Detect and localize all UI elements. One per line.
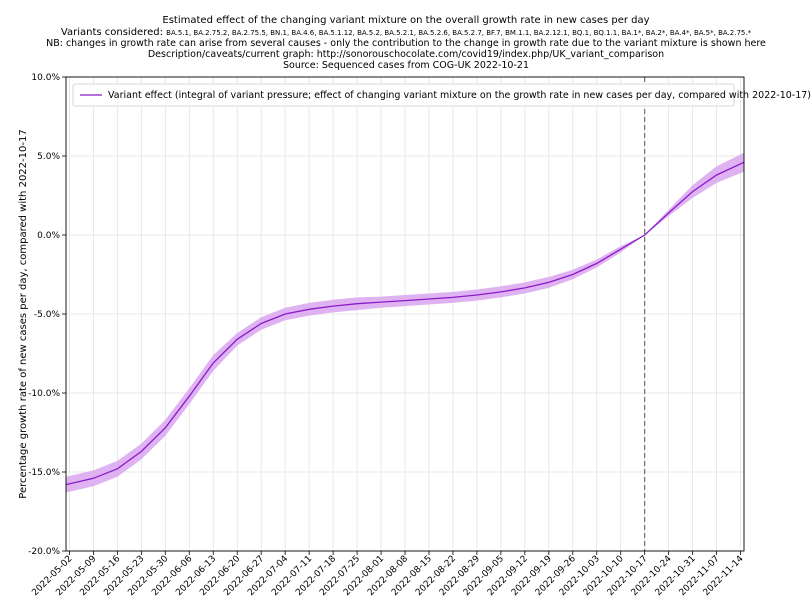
y-tick-label: -5.0% xyxy=(34,310,61,320)
variants-prefix: Variants considered: xyxy=(60,27,167,38)
series-line xyxy=(65,161,745,486)
y-tick-label: -15.0% xyxy=(28,468,60,478)
plot-frame xyxy=(65,76,745,552)
y-tick-label: 5.0% xyxy=(37,152,60,162)
chart-description: Description/caveats/current graph: http:… xyxy=(147,49,665,60)
y-axis-label: Percentage growth rate of new cases per … xyxy=(18,129,29,498)
y-tick-label: -10.0% xyxy=(28,389,60,399)
chart-source: Source: Sequenced cases from COG-UK 2022… xyxy=(282,60,529,71)
chart-subtitle-variants: Variants considered: BA.5.1, BA.2.75.2, … xyxy=(0,27,812,38)
y-tick-label: -20.0% xyxy=(28,547,60,557)
chart-note: NB: changes in growth rate can arise fro… xyxy=(46,38,766,49)
legend-box xyxy=(72,83,735,107)
chart-title: Estimated effect of the changing variant… xyxy=(162,15,650,26)
y-tick-label: 10.0% xyxy=(31,73,60,83)
legend-entry-label: Variant effect (integral of variant pres… xyxy=(108,90,811,101)
variants-list: BA.5.1, BA.2.75.2, BA.2.75.5, BN.1, BA.4… xyxy=(166,29,752,37)
y-tick-label: 0.0% xyxy=(37,231,60,241)
confidence-band xyxy=(66,152,744,493)
